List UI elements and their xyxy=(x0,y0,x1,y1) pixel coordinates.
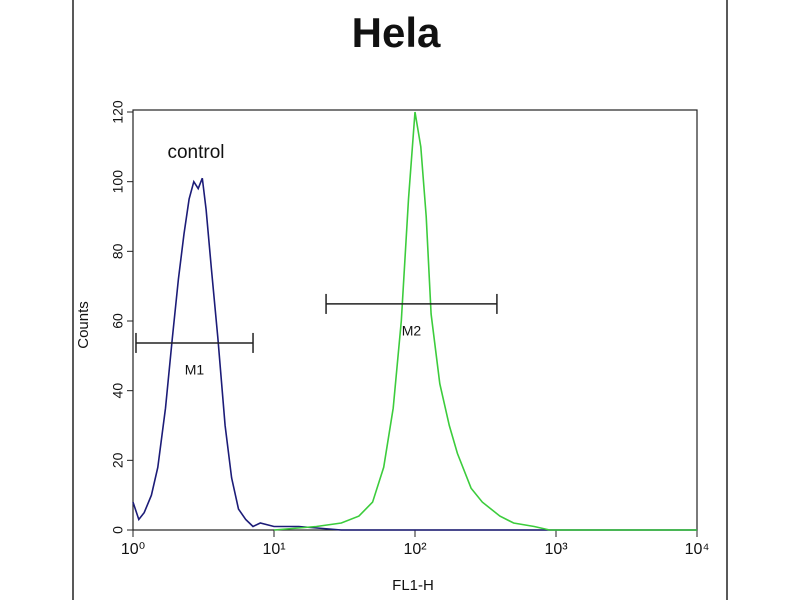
y-tick-label: 20 xyxy=(110,452,126,468)
y-tick-label: 80 xyxy=(110,243,126,259)
series-label: control xyxy=(167,142,224,163)
x-tick-label: 10¹ xyxy=(262,541,285,558)
x-tick-label: 10⁴ xyxy=(685,541,710,558)
x-tick-label: 10³ xyxy=(544,541,568,558)
y-tick-label: 0 xyxy=(110,526,126,534)
panel xyxy=(72,0,728,602)
x-tick-label: 10² xyxy=(403,541,427,558)
y-tick-label: 100 xyxy=(110,170,126,194)
y-tick-label: 60 xyxy=(110,313,126,329)
chart-title: Hela xyxy=(352,9,441,56)
y-axis-label: Counts xyxy=(75,301,92,349)
marker-label: M2 xyxy=(402,323,422,339)
histogram-line xyxy=(273,111,697,531)
histogram-line xyxy=(132,177,697,531)
y-tick-label: 120 xyxy=(110,100,126,124)
x-tick-label: 10⁰ xyxy=(121,541,145,558)
marker-label: M1 xyxy=(185,362,205,378)
x-axis-label: FL1-H xyxy=(392,577,434,594)
y-tick-label: 40 xyxy=(110,383,126,399)
